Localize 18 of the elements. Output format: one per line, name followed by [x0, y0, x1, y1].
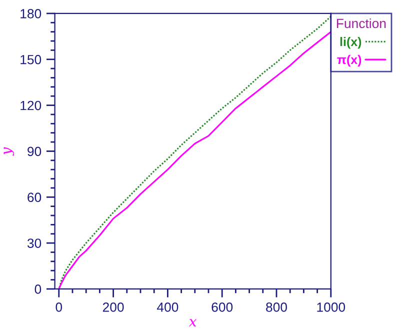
y-tick-label: 60: [28, 192, 42, 202]
x-tick-label: 200: [102, 302, 124, 312]
legend-label: li(x): [340, 36, 362, 49]
legend-label: π(x): [337, 54, 362, 67]
y-tick-label: 90: [28, 146, 42, 156]
y-tick-label: 150: [20, 54, 42, 64]
x-tick-label: 400: [156, 302, 178, 312]
x-tick-label: 0: [56, 302, 62, 312]
x-tick-label: 600: [212, 302, 233, 312]
x-tick-label: 800: [266, 302, 287, 312]
y-tick-label: 180: [20, 9, 42, 18]
y-tick-label: 30: [27, 238, 42, 248]
y-tick-label: 120: [20, 100, 42, 110]
legend-title: Function: [336, 18, 386, 28]
x-tick-label: 1000: [317, 302, 346, 312]
y-axis-title: y: [4, 147, 14, 156]
y-tick-label: 0: [34, 284, 42, 294]
x-axis-title: x: [188, 319, 197, 326]
